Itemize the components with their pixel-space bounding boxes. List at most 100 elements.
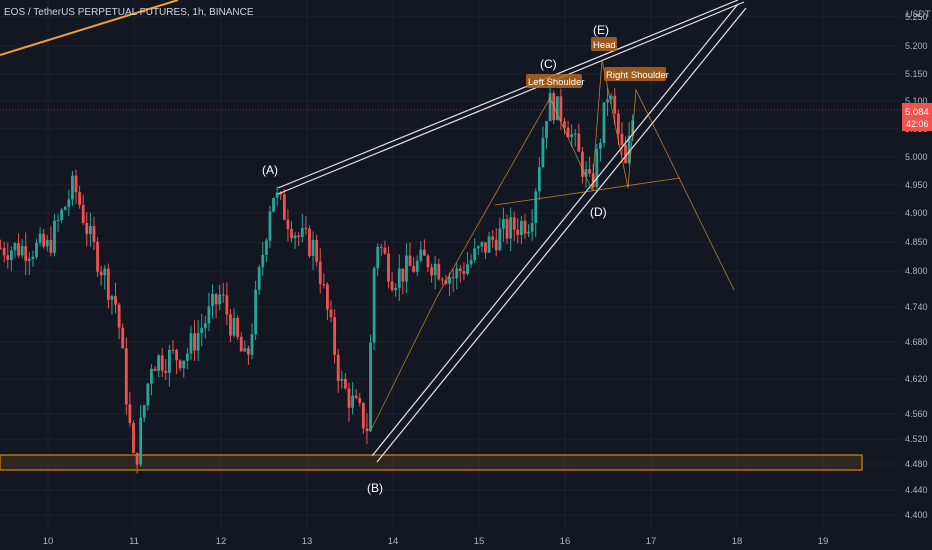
candle-body <box>484 242 487 253</box>
candle-body <box>6 255 10 261</box>
candle-body <box>606 99 609 103</box>
candle-body <box>616 113 620 134</box>
candle-body <box>308 228 311 256</box>
candle-body <box>588 169 592 174</box>
candle-body <box>577 133 581 152</box>
candle-body <box>167 349 171 374</box>
candle-body <box>322 284 326 286</box>
candle-body <box>487 236 491 253</box>
y-tick-label: 4.400 <box>905 510 928 520</box>
candle-body <box>351 395 354 408</box>
candle-body <box>275 192 279 198</box>
candle-body <box>286 219 290 229</box>
candle-body <box>117 304 121 328</box>
y-tick-label: 4.560 <box>905 409 928 419</box>
candle-body <box>602 102 606 144</box>
time-axis[interactable]: 10 11 12 13 14 15 16 17 18 19 <box>43 536 829 547</box>
right-shoulder-text: Right Shoulder <box>606 70 669 81</box>
candle-body <box>394 287 398 291</box>
candle-body <box>476 246 480 249</box>
candle-body <box>329 309 333 318</box>
candle-body <box>369 342 372 432</box>
candle-body <box>171 349 175 351</box>
y-tick-label: 4.900 <box>905 208 928 218</box>
candle-body <box>175 349 178 361</box>
candle-body <box>480 242 484 247</box>
y-tick-label: 4.440 <box>905 485 928 495</box>
candle-body <box>60 209 64 221</box>
candle-body <box>74 175 78 193</box>
x-tick-label: 16 <box>560 536 571 547</box>
candle-body <box>200 328 204 334</box>
candle-body <box>132 423 135 453</box>
candle-body <box>146 383 150 406</box>
label-b: (B) <box>367 481 383 495</box>
candle-body <box>315 239 319 262</box>
candle-body <box>189 333 193 354</box>
candle-body <box>225 295 229 315</box>
candle-body <box>613 95 617 114</box>
candle-body <box>178 360 182 369</box>
candle-body <box>491 236 495 240</box>
candle-body <box>462 271 466 274</box>
candle-body <box>541 138 545 168</box>
candle-body <box>423 249 426 256</box>
candle-body <box>293 235 297 239</box>
candle-body <box>451 277 455 279</box>
wedge-upper-line-2 <box>277 1 745 195</box>
candle-body <box>581 151 584 177</box>
y-tick-label: 4.800 <box>905 266 928 276</box>
candle-body <box>221 294 225 296</box>
wedge-lower-line-2 <box>376 7 747 463</box>
y-tick-label: 5.150 <box>905 69 928 79</box>
candles <box>0 84 635 474</box>
candle-body <box>236 317 240 337</box>
label-e: (E) <box>593 23 609 37</box>
candle-body <box>343 378 347 389</box>
y-tick-label: 5.000 <box>905 152 928 162</box>
candle-body <box>519 220 523 235</box>
y-tick-label: 4.520 <box>905 434 928 444</box>
candle-body <box>185 353 189 361</box>
candle-body <box>527 231 530 234</box>
right-shoulder-tag: Right Shoulder <box>604 67 669 81</box>
candle-body <box>207 306 211 324</box>
candle-body <box>150 368 153 384</box>
candle-body <box>124 348 128 405</box>
candle-body <box>545 121 548 139</box>
candle-body <box>114 295 117 305</box>
candle-body <box>591 173 595 188</box>
candle-body <box>318 261 322 285</box>
candle-body <box>498 228 502 251</box>
candle-body <box>17 243 20 256</box>
candle-body <box>13 243 17 251</box>
candle-body <box>164 370 168 374</box>
candle-body <box>88 226 92 235</box>
y-tick-label: 5.100 <box>905 96 928 106</box>
candle-body <box>239 336 243 352</box>
candle-body <box>401 268 405 282</box>
price-axis[interactable]: 5.2505.2005.1505.1005.0505.0004.9504.900… <box>905 12 928 520</box>
candle-body <box>311 239 315 256</box>
neckline <box>494 177 681 206</box>
candle-body <box>196 333 200 351</box>
candle-body <box>128 404 132 424</box>
candle-body <box>609 95 613 100</box>
candle-body <box>502 219 505 229</box>
candle-body <box>361 402 365 429</box>
x-tick-label: 15 <box>474 536 485 547</box>
candle-body <box>440 279 444 281</box>
x-tick-label: 14 <box>388 536 399 547</box>
label-a: (A) <box>262 163 278 177</box>
candle-body <box>430 267 433 276</box>
candle-body <box>383 247 387 254</box>
head-shoulders-path <box>371 59 735 429</box>
candle-body <box>300 227 304 237</box>
left-shoulder-tag: Left Shoulder <box>526 74 585 88</box>
candle-body <box>387 253 390 282</box>
candle-body <box>214 294 218 305</box>
candle-body <box>2 248 6 256</box>
candle-body <box>272 197 275 212</box>
candle-body <box>570 134 574 138</box>
